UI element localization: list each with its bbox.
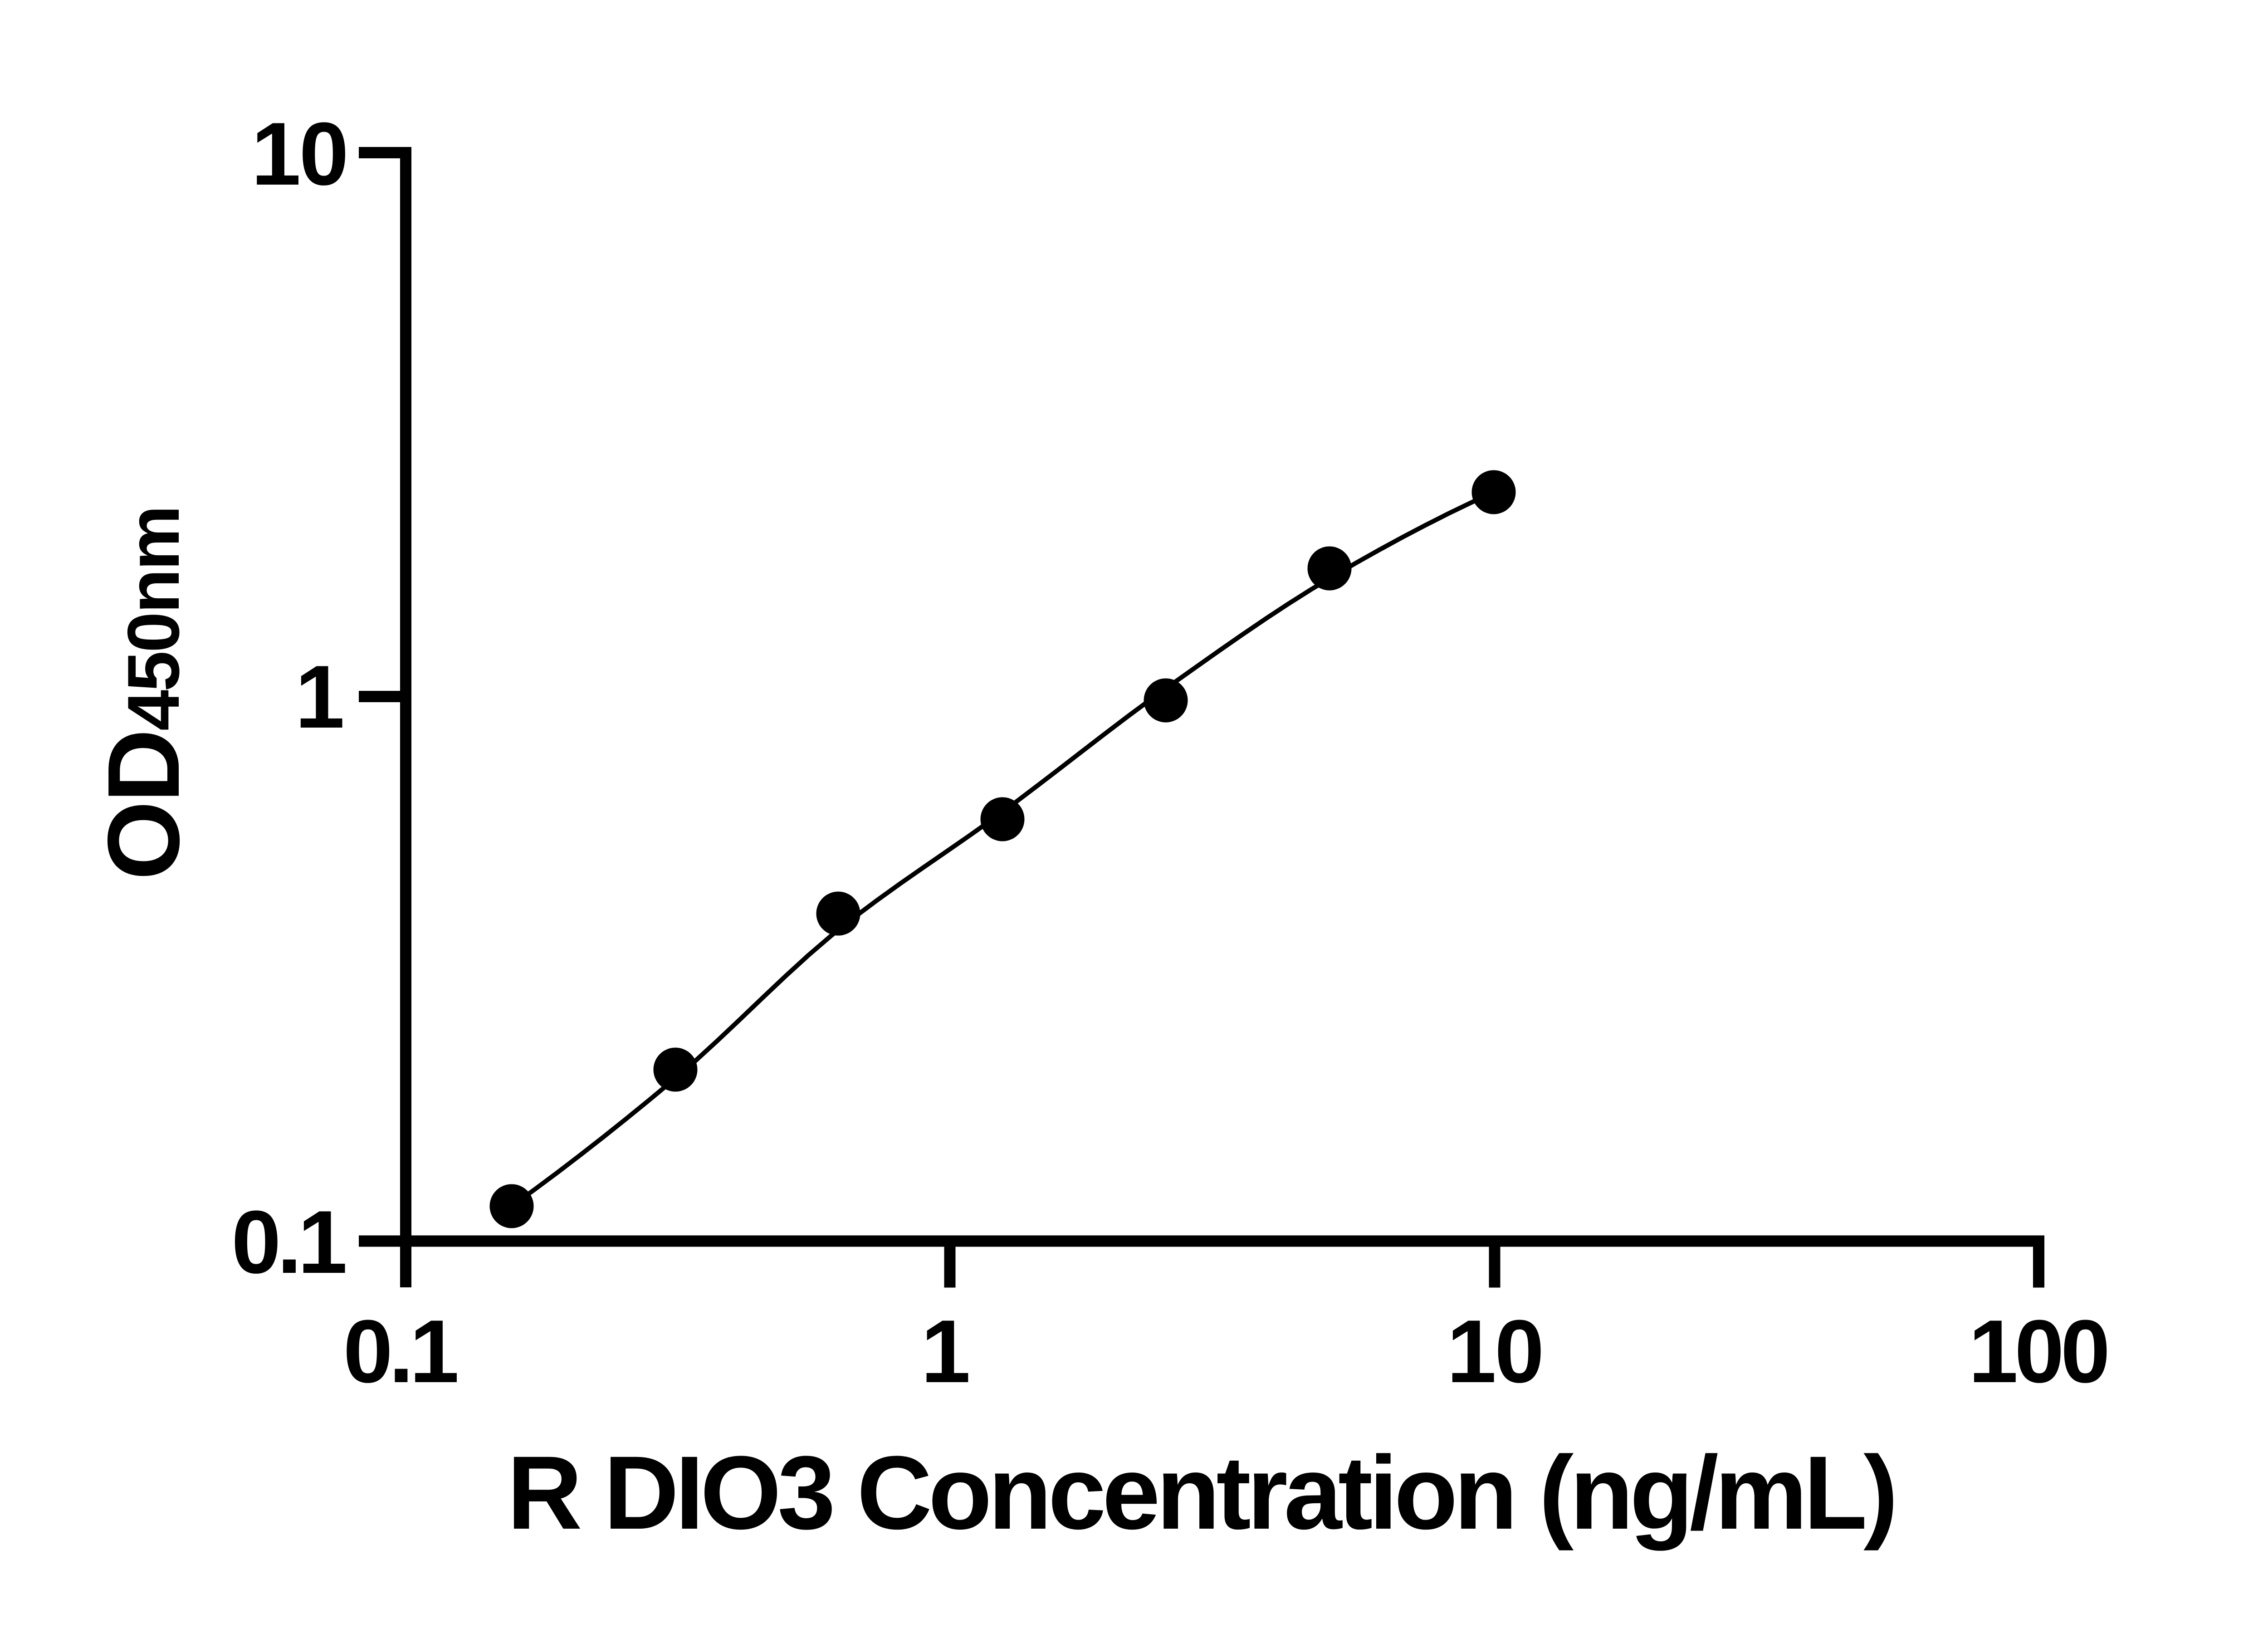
- svg-text:10: 10: [251, 104, 347, 204]
- svg-text:0.1: 0.1: [343, 1301, 457, 1401]
- svg-text:0.1: 0.1: [231, 1192, 345, 1292]
- svg-text:R DIO3 Concentration (ng/mL): R DIO3 Concentration (ng/mL): [507, 1434, 1895, 1551]
- svg-text:OD450nm: OD450nm: [86, 507, 200, 880]
- svg-text:1: 1: [921, 1301, 971, 1401]
- svg-text:1: 1: [295, 647, 345, 747]
- svg-text:100: 100: [1969, 1301, 2107, 1401]
- svg-text:10: 10: [1447, 1301, 1542, 1401]
